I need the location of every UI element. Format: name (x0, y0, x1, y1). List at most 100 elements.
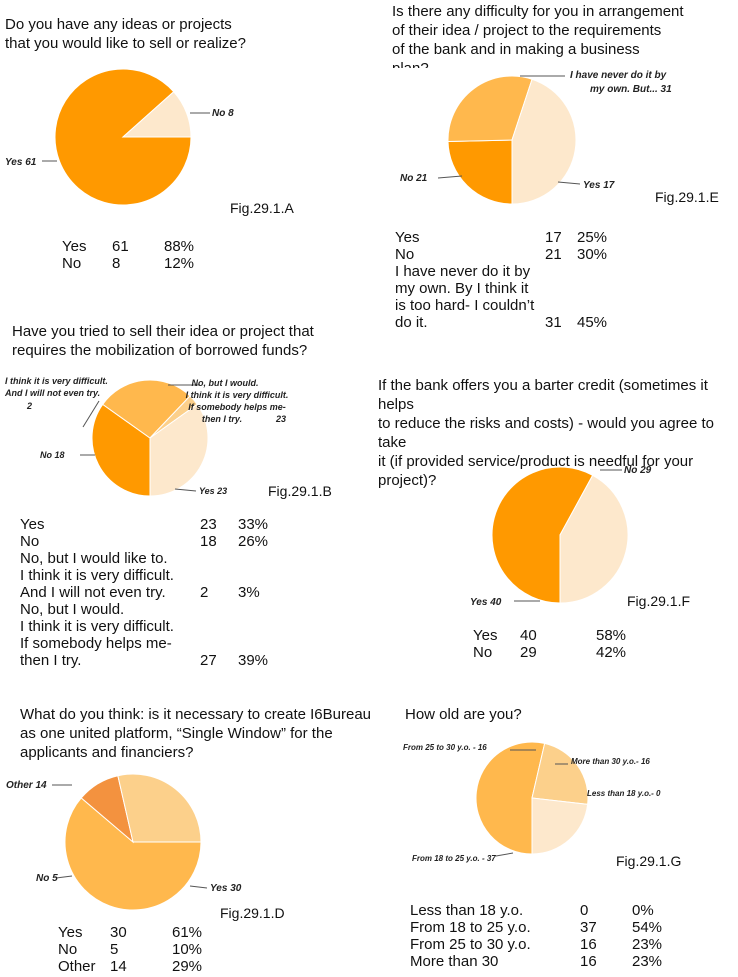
slice-label: No 21 (400, 173, 428, 184)
slice-label: Yes 40 (470, 597, 502, 608)
table-row: No 8 12% (62, 255, 195, 272)
table-row: I think it is very difficult. (20, 618, 174, 635)
table-row: And I will not even try. 2 3% (20, 584, 260, 601)
leader-line (55, 875, 73, 879)
pie-chart-g (475, 741, 589, 855)
table-row: If somebody helps me- (20, 635, 172, 652)
question-b: Have you tried to sell their idea or pro… (12, 323, 314, 359)
pie-slice (117, 773, 202, 843)
table-f: Yes 40 58% No 29 42% (473, 627, 626, 661)
slice-label: Yes 17 (583, 180, 615, 191)
leader-line (557, 181, 581, 185)
pie-slice (64, 797, 202, 911)
table-a: Yes 61 88% No 8 12% (62, 238, 194, 272)
slice-label: 23 (275, 414, 286, 424)
pie-slice (102, 379, 191, 439)
slice-label: If somebody helps me- (188, 402, 286, 412)
table-row: Yes 17 25% (395, 229, 608, 246)
figure-caption-d: Fig.29.1.D (220, 905, 285, 921)
leaders-g: From 25 to 30 y.o. - 16 More than 30 y.o… (403, 743, 661, 863)
figure-caption-f: Fig.29.1.F (627, 593, 691, 609)
table-row: Other 14 29% (58, 958, 203, 975)
pie-slice (511, 78, 577, 205)
figure-caption-g: Fig.29.1.G (616, 853, 682, 869)
pie-chart-a (54, 68, 192, 206)
table-b: Yes 23 33% No 18 26% No, but I would like to… (20, 516, 268, 669)
slice-label: Less than 18 y.o.- 0 (587, 789, 661, 798)
table-row: No, but I would. (20, 601, 125, 618)
table-row: my own. By I think it (395, 280, 529, 297)
slice-label: Other 14 (6, 780, 47, 791)
slice-label: No 8 (212, 108, 234, 119)
table-row: do it. 31 45% (395, 314, 608, 331)
question-d: What do you think: is it necessary to cr… (20, 706, 372, 761)
figure-caption-e: Fig.29.1.E (655, 189, 719, 205)
slice-label: Yes 23 (199, 486, 227, 496)
pie-slice (531, 797, 589, 855)
table-row: Yes 61 88% (62, 238, 195, 255)
pie-chart-e (447, 75, 577, 205)
table-row: I have never do it by (395, 263, 531, 280)
table-row: Yes 40 58% (473, 627, 627, 644)
table-row: Yes 23 33% (20, 516, 269, 533)
table-row: No, but I would like to. (20, 550, 168, 567)
slice-label: And I will not even try. (4, 388, 100, 398)
pie-slice (447, 139, 513, 205)
slice-label: I think it is very difficult. (5, 376, 108, 386)
slice-label: From 25 to 30 y.o. - 16 (403, 743, 487, 752)
slice-label: I have never do it by (570, 70, 667, 81)
pie-slice (91, 403, 151, 497)
slice-label: More than 30 y.o.- 16 (571, 757, 650, 766)
slice-label: From 18 to 25 y.o. - 37 (412, 854, 496, 863)
leaders-f: No 29 Yes 40 (470, 465, 652, 608)
pie-slice (559, 474, 629, 604)
pie-slice (531, 742, 589, 805)
leader-line (82, 400, 100, 428)
leaders-b: No, but I would. I think it is very diff… (4, 376, 289, 496)
table-g: Less than 18 y.o. 0 0% From 18 to 25 y.o. 3… (410, 902, 662, 970)
pie-slice (491, 466, 594, 604)
pie-chart-b (91, 379, 209, 497)
table-row: Less than 18 y.o. 0 0% (410, 902, 654, 919)
pie-slice (149, 403, 209, 497)
pie-chart-d (64, 773, 202, 911)
leader-line (174, 488, 197, 492)
figure-caption-a: Fig.29.1.A (230, 200, 294, 216)
table-row: No 29 42% (473, 644, 627, 661)
figure-caption-b: Fig.29.1.B (268, 483, 332, 499)
slice-label: then I try. (202, 414, 242, 424)
table-row: From 18 to 25 y.o. 37 54% (410, 919, 663, 936)
slice-label: 2 (26, 401, 32, 411)
leaders-a: No 8 Yes 61 (5, 108, 234, 168)
slice-label: No 18 (40, 450, 65, 460)
table-row: then I try. 27 39% (20, 652, 269, 669)
leaders-e: I have never do it by my own. But... 31 … (400, 70, 672, 191)
table-row: More than 30 16 23% (410, 953, 663, 970)
pie-chart-f (491, 466, 629, 604)
slice-label: No, but I would. (192, 378, 259, 388)
question-f: If the bank offers you a barter credit (… (378, 377, 715, 489)
slice-label: Yes 30 (210, 883, 242, 894)
question-e: Is there any difficulty for you in arran… (392, 3, 684, 68)
pie-slice (475, 741, 546, 855)
table-row: No 18 26% (20, 533, 269, 550)
slice-label: No 5 (36, 873, 58, 884)
table-row: From 25 to 30 y.o. 16 23% (410, 936, 663, 953)
pie-slice (447, 75, 533, 142)
slice-label: Yes 61 (5, 157, 37, 168)
table-row: No 21 30% (395, 246, 608, 263)
leader-line (189, 885, 208, 889)
table-row: Yes 30 61% (58, 924, 203, 941)
question-g: How old are you? (405, 706, 522, 723)
leader-line (495, 852, 514, 857)
table-row: is too hard- I couldn’t (395, 297, 535, 314)
leaders-d: Other 14 No 5 Yes 30 (6, 780, 242, 894)
pie-slice (121, 91, 192, 138)
table-row: I think it is very difficult. (20, 567, 174, 584)
table-d: Yes 30 61% No 5 10% Other 14 29% (58, 924, 202, 975)
slice-label: I think it is very difficult. (186, 390, 289, 400)
slice-label: No 29 (624, 465, 652, 476)
question-a: Do you have any ideas or projects that y… (5, 16, 246, 52)
table-e: Yes 17 25% No 21 30% I have never do it by m… (395, 229, 607, 331)
table-row: No 5 10% (58, 941, 203, 958)
